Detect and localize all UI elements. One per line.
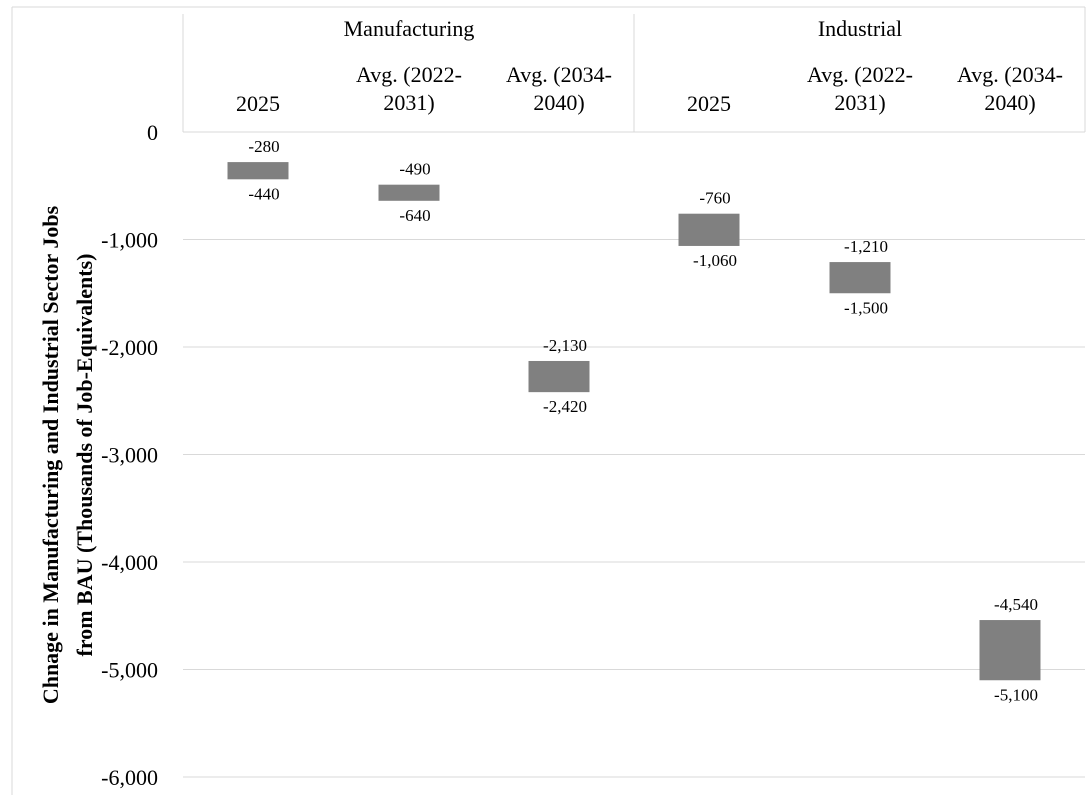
group-header: Manufacturing [344,16,475,41]
range-bar [678,213,740,246]
bar-low-label: -2,420 [543,397,587,416]
category-label: Avg. (2034- [957,62,1063,87]
category-label: Avg. (2022- [356,62,462,87]
bar-low-label: -1,500 [844,298,888,317]
bar-high-label: -490 [399,160,430,179]
y-tick-label: -5,000 [101,658,158,683]
category-label: 2025 [236,91,280,116]
category-label: 2040) [533,90,584,115]
y-tick-label: 0 [147,120,158,145]
bar-high-label: -4,540 [994,595,1038,614]
bar-low-label: -640 [399,206,430,225]
y-tick-label: -3,000 [101,443,158,468]
category-label: Avg. (2022- [807,62,913,87]
range-bar [979,620,1041,681]
y-tick-label: -6,000 [101,765,158,790]
category-label: 2031) [834,90,885,115]
y-tick-label: -4,000 [101,550,158,575]
range-bar [227,162,289,180]
bar-high-label: -280 [248,137,279,156]
bar-low-label: -5,100 [994,685,1038,704]
y-tick-label: -2,000 [101,335,158,360]
range-bar [829,262,891,294]
y-tick-label: -1,000 [101,228,158,253]
category-label: Avg. (2034- [506,62,612,87]
group-header: Industrial [818,16,902,41]
bar-low-label: -1,060 [693,251,737,270]
bar-high-label: -1,210 [844,237,888,256]
range-bar [528,360,590,393]
category-label: 2040) [984,90,1035,115]
bar-high-label: -760 [699,189,730,208]
bar-low-label: -440 [248,184,279,203]
bar-high-label: -2,130 [543,336,587,355]
range-bar [378,184,440,201]
y-axis-title-line: from BAU (Thousands of Job-Equivalents) [72,253,97,656]
category-label: 2031) [383,90,434,115]
y-axis-title-line: Chnage in Manufacturing and Industrial S… [38,205,63,704]
category-label: 2025 [687,91,731,116]
